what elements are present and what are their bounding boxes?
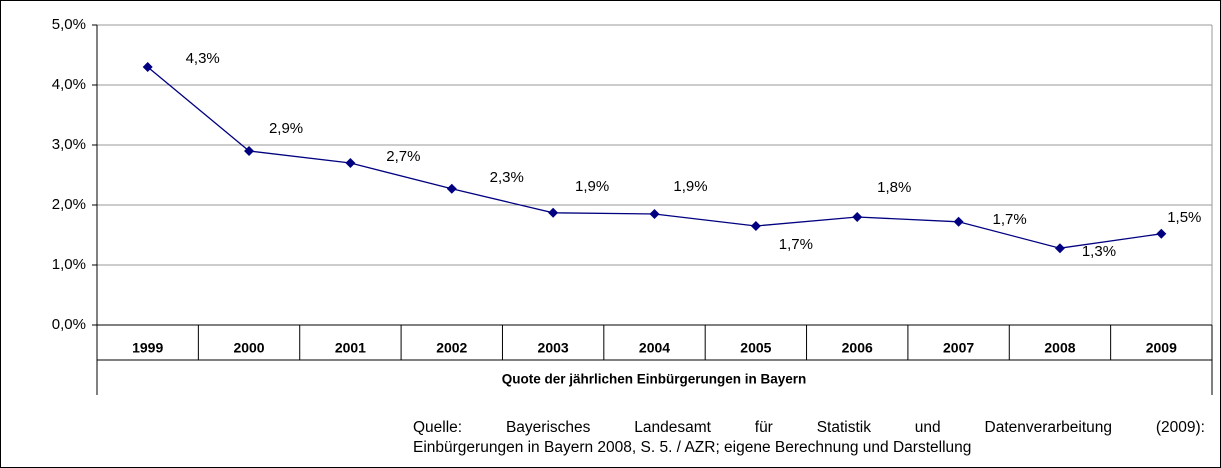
y-tick-label: 4,0% <box>52 76 86 93</box>
y-tick-label: 0,0% <box>52 316 86 333</box>
data-label: 1,5% <box>1167 209 1201 226</box>
y-tick-label: 2,0% <box>52 196 86 213</box>
x-tick-label: 1999 <box>132 340 163 356</box>
source: Quelle: Bayerisches Landesamt für Statis… <box>413 418 1205 458</box>
x-tick-label: 2009 <box>1146 340 1177 356</box>
x-tick-label: 2001 <box>335 340 366 356</box>
x-tick-label: 2005 <box>740 340 771 356</box>
x-tick-label: 2002 <box>436 340 467 356</box>
marker <box>142 62 153 72</box>
marker <box>446 183 457 194</box>
x-tick-label: 2000 <box>233 340 264 356</box>
data-label: 4,3% <box>186 50 220 67</box>
marker <box>1054 243 1065 254</box>
x-tick-label: 2008 <box>1044 340 1075 356</box>
marker <box>953 216 964 227</box>
x-tick-label: 2004 <box>639 340 670 356</box>
marker <box>852 212 863 222</box>
marker <box>750 221 761 231</box>
source-line: Einbürgerungen in Bayern 2008, S. 5. / A… <box>413 439 972 456</box>
x-tick-label: 2006 <box>842 340 873 356</box>
marker <box>548 207 559 218</box>
y-tick-label: 3,0% <box>52 136 86 153</box>
data-label: 1,3% <box>1082 243 1116 260</box>
y-tick-label: 1,0% <box>52 256 86 273</box>
x-axis-title: Quote der jährlichen Einbürgerungen in B… <box>502 372 807 387</box>
data-label: 2,7% <box>386 148 420 165</box>
marker <box>244 146 255 156</box>
data-label: 1,8% <box>877 179 911 196</box>
marker <box>1156 228 1167 239</box>
data-label: 2,3% <box>490 169 524 186</box>
marker <box>345 158 356 168</box>
marker <box>649 209 660 219</box>
x-tick-label: 2007 <box>943 340 974 356</box>
y-tick-label: 5,0% <box>52 16 86 33</box>
data-label: 1,9% <box>575 178 609 195</box>
source-line: Quelle: Bayerisches Landesamt für Statis… <box>413 419 1205 436</box>
data-label: 2,9% <box>269 120 303 137</box>
data-label: 1,7% <box>992 211 1026 228</box>
data-label: 1,7% <box>779 236 813 253</box>
x-tick-label: 2003 <box>538 340 569 356</box>
data-label: 1,9% <box>673 178 707 195</box>
